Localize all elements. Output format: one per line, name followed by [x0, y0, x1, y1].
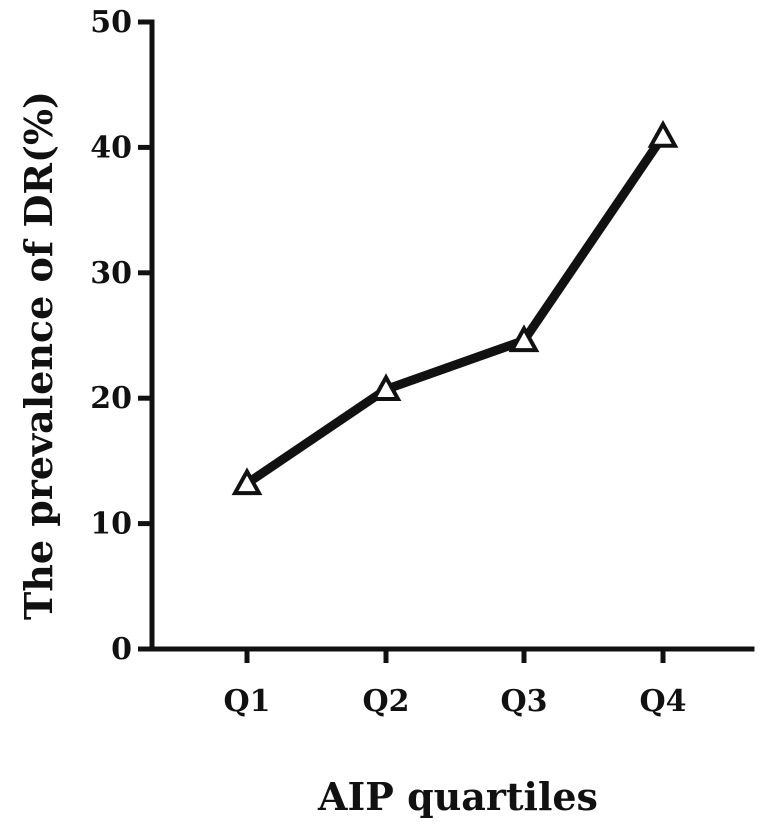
data-point-Q2	[370, 373, 402, 402]
series-line	[244, 133, 667, 488]
y-tick-label: 20	[90, 381, 132, 416]
y-tick-label: 0	[111, 632, 132, 667]
x-tick-label: Q2	[362, 684, 409, 719]
data-point-Q1	[231, 467, 263, 496]
y-tick-label: 10	[90, 507, 132, 542]
x-tick-label: Q1	[223, 684, 270, 719]
x-tick-label: Q4	[639, 684, 686, 719]
y-axis-title: The prevalence of DR(%)	[16, 91, 61, 620]
series-markers	[231, 119, 679, 496]
y-tick-label: 50	[90, 5, 132, 40]
y-tick-label: 40	[90, 130, 132, 165]
data-point-Q3	[508, 324, 540, 353]
x-tick-label: Q3	[500, 684, 547, 719]
data-point-Q4	[647, 119, 679, 148]
y-axis-ticks: 0 10 20 30 40 50	[90, 5, 152, 667]
x-axis-title: AIP quartiles	[317, 774, 598, 819]
x-axis-ticks: Q1 Q2 Q3 Q4	[223, 649, 687, 719]
y-tick-label: 30	[90, 256, 132, 291]
